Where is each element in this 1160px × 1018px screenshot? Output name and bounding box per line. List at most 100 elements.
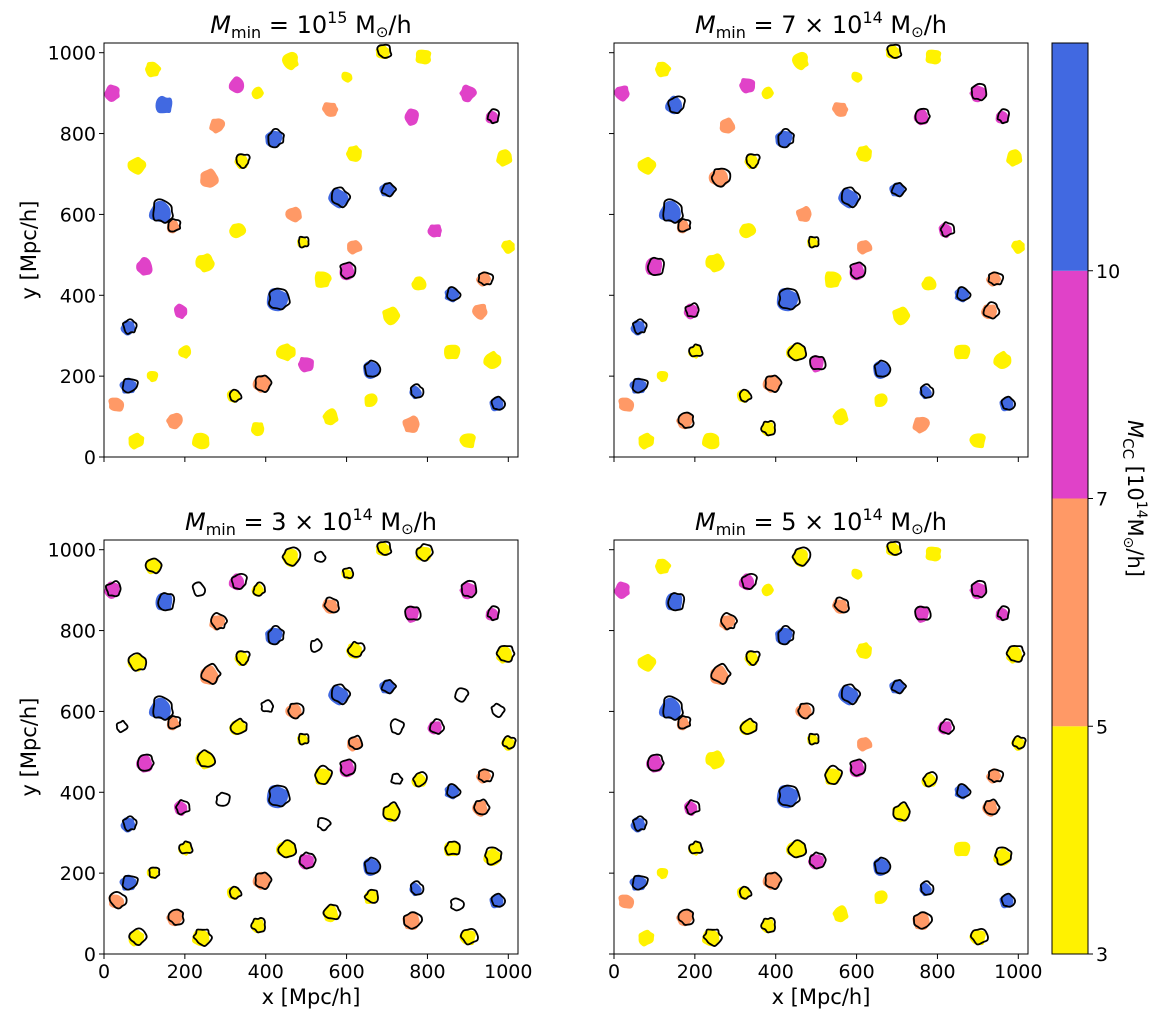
- axes-frame: [103, 539, 519, 955]
- cluster-layer: [614, 43, 1025, 450]
- cluster-contour: [191, 581, 207, 597]
- cluster-blue: [776, 785, 799, 809]
- cluster-contour: [287, 702, 305, 720]
- cluster-magenta: [136, 256, 153, 276]
- cluster-yellow: [128, 929, 145, 947]
- cluster-contour: [938, 718, 956, 735]
- cluster-yellow: [921, 276, 937, 291]
- cluster-contour: [252, 581, 266, 597]
- cluster-yellow: [761, 86, 774, 100]
- cluster-contour: [807, 235, 820, 249]
- cluster-contour: [376, 540, 393, 556]
- cluster-yellow: [146, 370, 159, 383]
- cluster-contour: [477, 768, 495, 783]
- cluster-contour: [200, 662, 222, 685]
- cluster-yellow: [127, 156, 147, 175]
- cluster-contour: [402, 911, 423, 930]
- cluster-contour: [460, 579, 478, 599]
- cluster-magenta: [646, 753, 663, 773]
- cluster-contour: [1000, 892, 1016, 908]
- cluster-yellow: [637, 156, 657, 175]
- cluster-contour: [382, 801, 401, 822]
- cluster-contour: [646, 256, 665, 276]
- cluster-contour: [684, 302, 700, 318]
- cluster-contour: [167, 715, 182, 730]
- cluster-contour: [415, 543, 434, 562]
- cluster-contour: [347, 734, 364, 751]
- cluster-contour: [196, 749, 217, 768]
- colorbar: 3 5 7 10 MCC [1014M⊙/h]: [1051, 42, 1149, 966]
- cluster-orange: [209, 118, 226, 134]
- cluster-contour: [939, 221, 956, 238]
- cluster-yellow: [314, 271, 332, 288]
- cluster-orange: [832, 102, 849, 117]
- cluster-contour: [892, 801, 911, 822]
- cluster-yellow: [229, 223, 247, 239]
- cluster-contour: [807, 732, 820, 746]
- cluster-contour: [840, 683, 862, 706]
- cluster-contour: [490, 892, 506, 908]
- cluster-yellow: [856, 642, 872, 659]
- cluster-contour: [330, 186, 352, 209]
- cluster-contour: [235, 153, 251, 170]
- cluster-contour: [833, 596, 850, 614]
- cluster-yellow: [281, 51, 299, 71]
- cluster-contour: [254, 374, 273, 394]
- cluster-contour: [808, 851, 827, 870]
- y-tick-label: 400: [60, 285, 96, 307]
- cluster-contour: [314, 550, 327, 563]
- x-tick-label: 800: [919, 961, 955, 983]
- cluster-contour: [380, 182, 397, 198]
- cluster-contour: [446, 783, 462, 799]
- x-tick-label: 400: [248, 961, 284, 983]
- cluster-contour: [192, 928, 213, 947]
- cluster-yellow: [925, 546, 942, 562]
- cluster-contour: [886, 540, 903, 556]
- cluster-contour: [128, 927, 148, 946]
- y-tick-label: 0: [84, 447, 96, 469]
- cluster-magenta: [228, 76, 245, 94]
- cluster-contour: [745, 153, 761, 170]
- cluster-contour: [267, 127, 285, 149]
- cluster-contour: [791, 546, 812, 567]
- cluster-contour: [745, 650, 761, 667]
- cluster-contour: [914, 107, 931, 125]
- cluster-contour: [390, 772, 404, 785]
- cluster-contour: [484, 846, 503, 866]
- cluster-contour: [720, 612, 738, 631]
- cluster-contour: [983, 798, 1001, 816]
- cluster-contour: [740, 572, 758, 590]
- cluster-contour: [121, 874, 139, 891]
- cluster-contour: [412, 771, 428, 788]
- plot-area: [104, 43, 518, 457]
- panel-title: Mmin = 1015 M⊙/h: [210, 8, 411, 42]
- x-tick-label: 1000: [994, 961, 1042, 983]
- cluster-yellow: [195, 253, 215, 273]
- cluster-contour: [230, 572, 248, 590]
- cluster-contour: [662, 695, 684, 721]
- cluster-contour: [152, 198, 174, 224]
- cluster-contour: [922, 771, 938, 788]
- x-tick-label: 600: [328, 961, 364, 983]
- cluster-yellow: [501, 239, 515, 254]
- cluster-contour: [849, 758, 867, 777]
- y-tick-label: 1000: [48, 540, 96, 562]
- cluster-contour: [404, 605, 422, 621]
- cluster-layer: [104, 540, 517, 947]
- cluster-contour: [330, 683, 352, 706]
- colorbar-bin: [1052, 726, 1088, 954]
- cluster-contour: [797, 702, 815, 720]
- cluster-contour: [956, 783, 972, 799]
- cluster-yellow: [459, 433, 476, 449]
- cluster-contour: [122, 815, 138, 832]
- cluster-contour: [969, 927, 989, 946]
- cluster-yellow: [705, 750, 725, 770]
- cluster-contour: [473, 798, 491, 816]
- cluster-yellow: [832, 905, 849, 923]
- cluster-yellow: [851, 568, 863, 580]
- cluster-yellow: [483, 350, 502, 370]
- cluster-contour: [970, 82, 988, 102]
- cluster-yellow: [851, 71, 863, 83]
- plot-area: [104, 540, 518, 954]
- cluster-contour: [495, 645, 516, 663]
